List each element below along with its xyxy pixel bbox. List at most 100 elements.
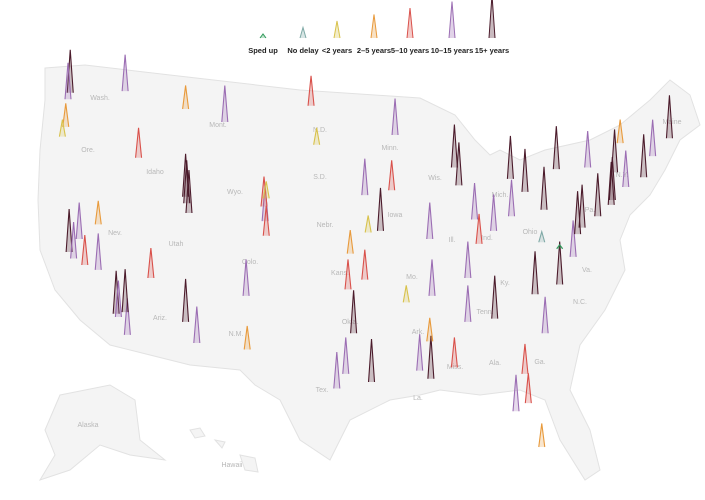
- delay-spike: [594, 173, 602, 217]
- delay-spike: [147, 247, 155, 279]
- delay-spike: [121, 269, 129, 313]
- delay-spike: [364, 215, 372, 233]
- delay-spike: [344, 259, 352, 290]
- delay-spike: [541, 296, 549, 334]
- state-label: Ala.: [489, 360, 501, 367]
- delay-spike: [65, 208, 73, 253]
- delay-spike: [388, 160, 396, 191]
- legend-spike: [299, 25, 307, 39]
- state-label: Ind.: [481, 235, 493, 242]
- legend-spike: [333, 20, 341, 39]
- delay-spike: [66, 49, 74, 93]
- delay-spike: [427, 335, 435, 379]
- alaska-outline: [38, 384, 167, 481]
- delay-spike: [346, 230, 354, 254]
- legend-label: <2 years: [322, 46, 352, 55]
- state-label: Idaho: [146, 169, 164, 176]
- delay-spike: [81, 234, 89, 266]
- delay-spike: [416, 334, 424, 371]
- delay-spike: [464, 285, 472, 322]
- state-label: Utah: [169, 241, 184, 248]
- us-outline: [37, 64, 701, 481]
- delay-spike: [182, 278, 190, 322]
- delay-spike: [307, 75, 315, 106]
- delay-spike: [538, 423, 546, 448]
- state-label: Minn.: [381, 145, 398, 152]
- state-label: Ky.: [500, 280, 510, 287]
- state-label: N.C.: [573, 299, 587, 306]
- delay-spike: [333, 351, 341, 389]
- delay-spike: [428, 259, 436, 296]
- delay-spike: [531, 251, 539, 295]
- state-label: Nebr.: [317, 222, 334, 229]
- delay-spike: [182, 153, 190, 197]
- delay-spike: [426, 202, 434, 240]
- state-label: Hawaii: [221, 462, 242, 469]
- state-label: Iowa: [388, 212, 403, 219]
- delay-spike: [640, 134, 648, 178]
- delay-spike: [376, 187, 385, 231]
- state-label: Mich.: [492, 192, 509, 199]
- delay-spike: [622, 150, 630, 188]
- delay-spike: [450, 124, 458, 168]
- legend-label: 5–10 years: [391, 46, 429, 55]
- delay-spike: [491, 275, 499, 319]
- state-label: Ariz.: [153, 315, 167, 322]
- legend-spike: [370, 14, 378, 39]
- legend-label: 10–15 years: [431, 46, 474, 55]
- delay-spike: [512, 374, 520, 412]
- delay-spike: [185, 169, 193, 214]
- delay-spike: [313, 127, 321, 145]
- delay-spike: [450, 337, 458, 368]
- hawaii-outline: [189, 427, 259, 473]
- state-label: Mo.: [406, 274, 418, 281]
- state-label: Va.: [582, 267, 592, 274]
- delay-spike: [521, 343, 529, 374]
- state-label: Maine: [662, 119, 681, 126]
- delay-spike: [521, 148, 529, 192]
- delay-spike: [391, 98, 399, 136]
- delay-spike: [611, 129, 619, 173]
- delay-spike: [569, 220, 577, 257]
- state-label: Ga.: [534, 359, 545, 366]
- delay-spike: [114, 280, 122, 318]
- legend-label: 2–5 years: [357, 46, 391, 55]
- delay-spike: [182, 85, 190, 110]
- state-label: N.M.: [229, 331, 244, 338]
- delay-spike: [616, 119, 624, 144]
- delay-spike: [464, 241, 472, 279]
- delay-spike: [471, 182, 479, 220]
- state-label: Pa.: [585, 207, 596, 214]
- delay-spike: [58, 119, 66, 137]
- legend-spike: [488, 0, 496, 39]
- delay-spike: [506, 135, 514, 179]
- state-label: La.: [413, 395, 423, 402]
- state-label: Colo.: [242, 259, 258, 266]
- delay-spike: [94, 200, 102, 225]
- legend-label: 15+ years: [475, 46, 509, 55]
- delay-spike: [242, 259, 250, 296]
- legend-spike: [448, 1, 456, 39]
- delay-spike: [361, 158, 369, 196]
- delay-spike: [490, 194, 498, 231]
- delay-spike: [402, 285, 410, 303]
- delay-spike: [75, 202, 83, 240]
- delay-spike: [262, 205, 270, 236]
- state-label: Tenn.: [476, 309, 493, 316]
- delay-spike: [556, 243, 564, 250]
- delay-spike: [361, 249, 369, 280]
- state-label: Ore.: [81, 147, 95, 154]
- spikes: [58, 49, 673, 448]
- state-label: Kans.: [331, 270, 349, 277]
- legend-spike: [259, 33, 267, 39]
- legend-label: No delay: [287, 46, 319, 55]
- state-label: Ill.: [449, 237, 456, 244]
- legend: Sped up No delay <2 years 2–5 years 5–10 yea…: [248, 0, 509, 55]
- delay-spike: [112, 270, 120, 314]
- delay-spike: [584, 130, 592, 168]
- delay-spike: [649, 119, 657, 157]
- state-label: Mont.: [209, 122, 227, 129]
- delay-spike: [524, 373, 532, 404]
- legend-label: Sped up: [248, 46, 278, 55]
